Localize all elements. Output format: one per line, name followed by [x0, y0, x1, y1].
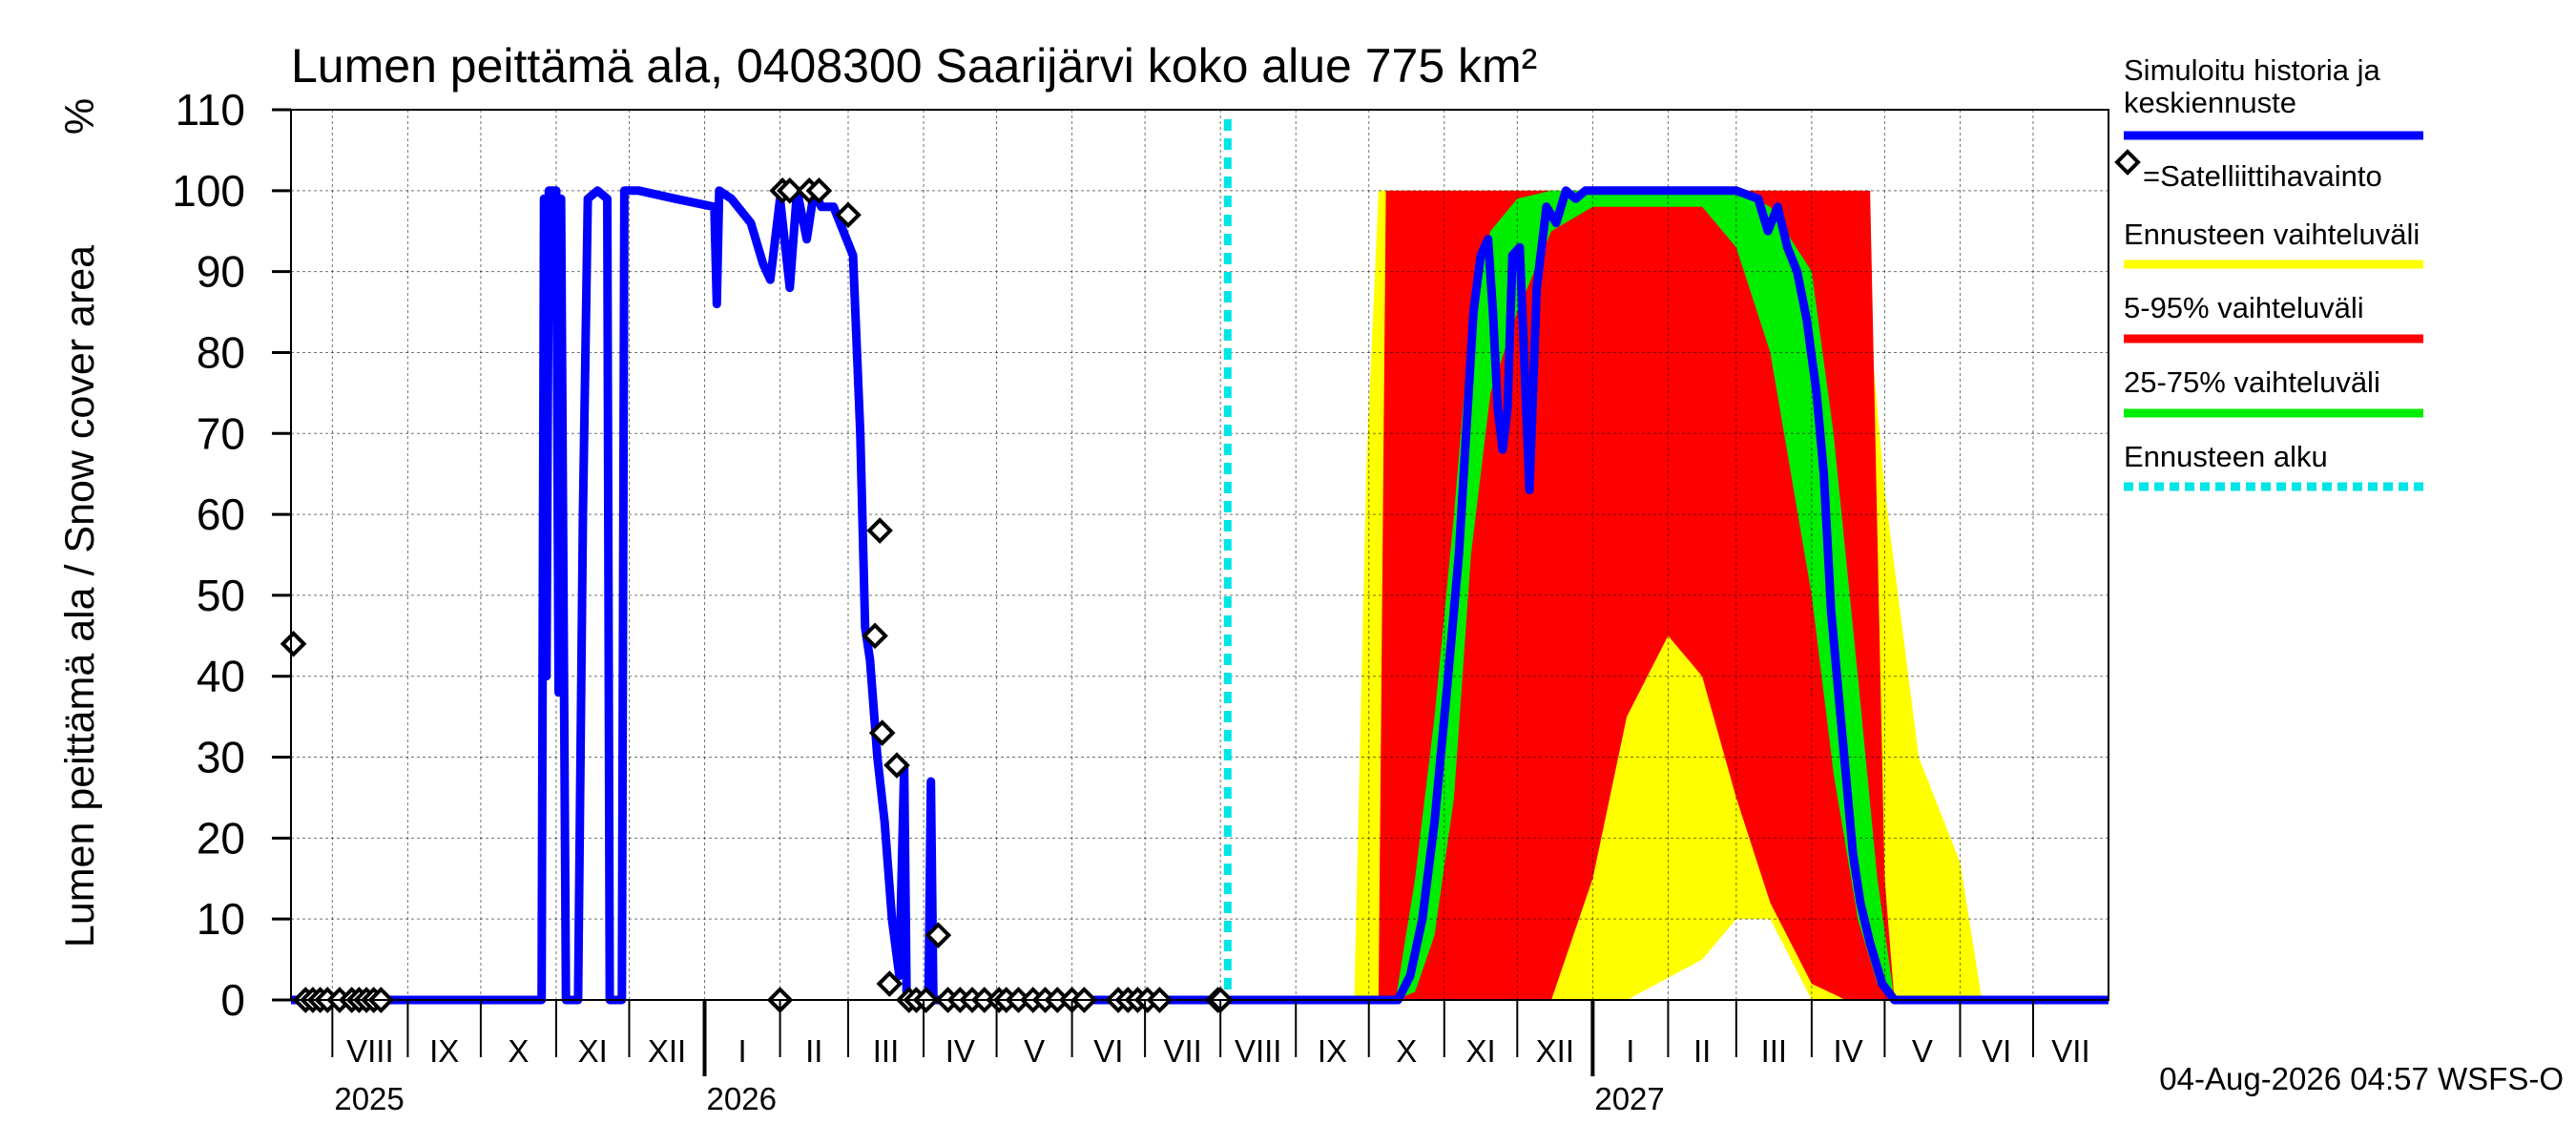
observation-point: [776, 177, 803, 204]
x-month-label: III: [873, 1033, 900, 1069]
legend-label: =Satelliittihavainto: [2143, 159, 2382, 193]
series-line-simulated: [291, 186, 2109, 1005]
observation-point: [862, 622, 888, 650]
x-month-label: XII: [648, 1033, 686, 1069]
legend-label: 25-75% vaihteluväli: [2124, 365, 2380, 399]
x-axis: VIII IX X XI XII I II III IV V VI VII VIII IX X XI XII I I…: [331, 1000, 2090, 1116]
x-month-label: VI: [1093, 1033, 1123, 1069]
observation-point: [924, 922, 952, 948]
plot-frame: [290, 109, 2109, 1001]
x-month-label: VI: [1982, 1033, 2011, 1069]
x-year-label: 2026: [707, 1081, 777, 1116]
observation-point: [866, 517, 893, 544]
y-tick-label: 100: [172, 166, 245, 216]
x-month-label: IX: [1318, 1033, 1347, 1069]
observation-point: [868, 719, 896, 746]
x-month-label: II: [1693, 1033, 1711, 1069]
y-tick-label: 90: [197, 247, 245, 297]
y-axis-label: Lumen peittämä ala / Snow cover area: [57, 245, 103, 947]
y-axis-unit: %: [57, 98, 103, 135]
x-month-label: II: [805, 1033, 822, 1069]
y-tick-label: 110: [176, 85, 245, 135]
y-tick-label: 70: [197, 408, 245, 458]
observation-point: [876, 970, 904, 997]
y-tick-label: 40: [197, 652, 245, 701]
x-month-label: VII: [1163, 1033, 1201, 1069]
x-year-label: 2027: [1594, 1081, 1664, 1116]
legend: Simuloitu historia ja keskiennuste =Satell…: [2114, 53, 2423, 491]
x-month-label: X: [1396, 1033, 1417, 1069]
x-month-label: III: [1761, 1033, 1788, 1069]
observation-point: [835, 201, 862, 229]
y-tick-label: 10: [197, 894, 245, 944]
y-tick-label: 50: [197, 571, 245, 620]
legend-label: 5-95% vaihteluväli: [2124, 291, 2364, 324]
x-month-label: V: [1024, 1033, 1045, 1069]
x-month-label: IV: [945, 1033, 975, 1069]
footer-timestamp: 04-Aug-2026 04:57 WSFS-O: [2159, 1061, 2564, 1096]
observation-point: [280, 630, 307, 657]
y-tick-label: 0: [220, 975, 245, 1025]
y-axis: 0 10 20 30 40 50 60 70 80 90 100 110: [172, 85, 291, 1025]
x-month-label: I: [1626, 1033, 1634, 1069]
x-month-label: X: [508, 1033, 529, 1069]
plot-border: [290, 109, 2109, 1001]
x-month-label: XI: [1465, 1033, 1495, 1069]
y-tick-label: 30: [197, 733, 245, 782]
x-month-label: XI: [578, 1033, 608, 1069]
x-month-label: V: [1912, 1033, 1933, 1069]
observation-point: [883, 752, 910, 779]
x-month-label: IX: [429, 1033, 459, 1069]
x-month-label: I: [737, 1033, 746, 1069]
x-month-label: VII: [2051, 1033, 2089, 1069]
y-tick-label: 60: [197, 489, 245, 539]
simulated-series: [291, 186, 2109, 1005]
x-year-label: 2025: [334, 1081, 404, 1116]
x-month-label: XII: [1536, 1033, 1574, 1069]
legend-label: Simuloitu historia ja keskiennuste: [2124, 53, 2381, 119]
x-month-label: VIII: [1235, 1033, 1282, 1069]
y-tick-label: 80: [197, 327, 245, 377]
legend-label: Ennusteen alku: [2124, 440, 2328, 473]
legend-label: Ennusteen vaihteluväli: [2124, 218, 2420, 251]
x-month-label: IV: [1834, 1033, 1863, 1069]
x-month-label: VIII: [346, 1033, 394, 1069]
y-tick-label: 20: [197, 813, 245, 863]
observation-point: [805, 177, 833, 204]
chart-title: Lumen peittämä ala, 0408300 Saarijärvi k…: [291, 39, 1537, 93]
legend-swatch-observation: [2114, 149, 2141, 176]
